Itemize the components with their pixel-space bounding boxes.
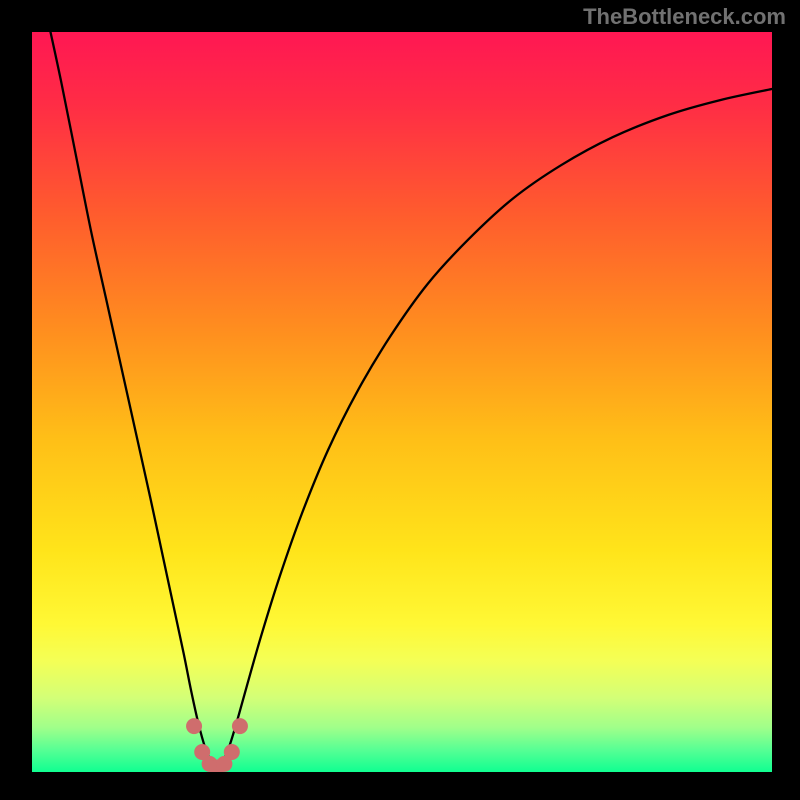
gradient-background (32, 32, 772, 772)
curve-marker (224, 744, 240, 760)
curve-marker (186, 718, 202, 734)
curve-marker (232, 718, 248, 734)
chart-frame: TheBottleneck.com (0, 0, 800, 800)
bottleneck-chart (32, 32, 772, 772)
watermark-text: TheBottleneck.com (583, 4, 786, 30)
plot-area (32, 32, 772, 772)
